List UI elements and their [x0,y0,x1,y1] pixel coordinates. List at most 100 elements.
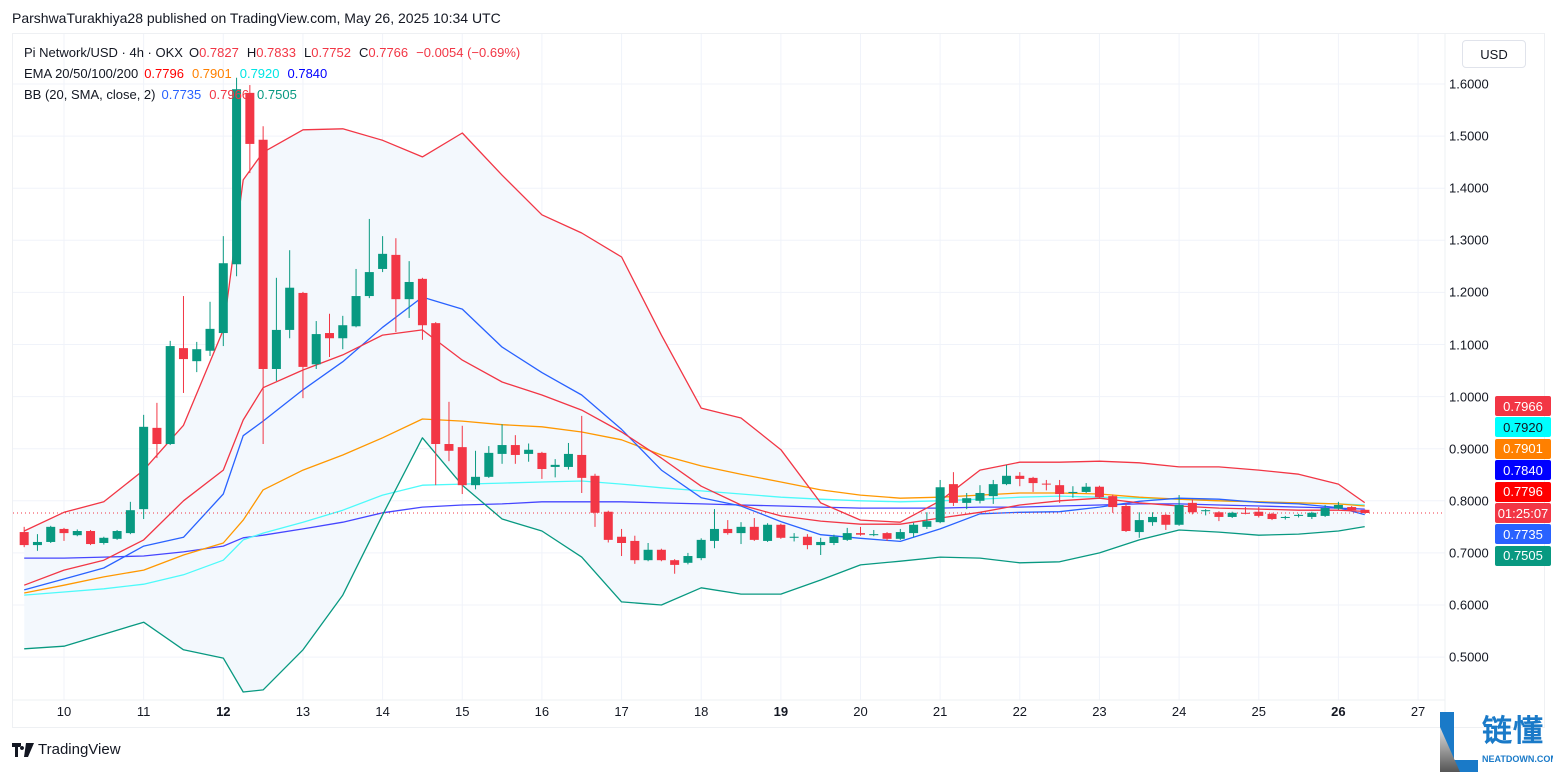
candle-down [1267,512,1277,521]
candle-body [577,454,587,478]
candle-body [696,539,706,559]
symbol-name[interactable]: Pi Network/USD · 4h · OKX [24,45,183,60]
candle-down [1240,507,1250,515]
candle-down [656,548,666,562]
candle-up [139,414,149,520]
candle-body [1320,508,1330,516]
price-tick-label: 1.0000 [1449,389,1489,405]
candle-body [524,449,534,454]
ema50-line [24,418,1365,594]
candle-body [1148,516,1158,523]
candle-up [1148,512,1158,526]
candle-up [935,479,945,524]
price-tick-label: 1.6000 [1449,76,1489,92]
candle-up [763,523,773,542]
candle-down [1360,509,1370,514]
watermark-cn-text: 链懂 [1482,715,1544,748]
candle-down [258,126,268,445]
candle-up [311,321,321,369]
candle-up [736,522,746,545]
candle-down [776,523,786,539]
candle-up [338,315,348,350]
neatdown-logo-icon [1440,712,1478,772]
candle-up [895,528,905,540]
candles [19,77,1370,574]
candle-body [444,444,454,451]
candle-body [590,475,600,513]
candle-down [152,402,162,459]
candle-down [59,527,69,541]
candle-up [696,538,706,561]
candle-down [617,528,627,557]
candle-body [325,333,334,339]
candle-down [457,425,467,495]
candle-up [72,529,82,537]
time-tick-label: 17 [614,704,629,719]
candle-body [763,524,773,541]
price-axis-label: 0.7505 [1495,545,1551,566]
candle-down [749,517,759,541]
candle-body [922,521,932,527]
high-label: H [246,45,257,60]
indicator-lines [23,128,1366,693]
time-tick-label: 19 [773,704,789,719]
candle-down [1214,511,1224,522]
candle-down [1121,503,1131,533]
time-tick-label: 18 [693,704,709,719]
candle-body [19,532,29,546]
candle-body [404,281,414,300]
ema-label: EMA 20/50/100/200 [24,66,139,81]
legend-bb-row[interactable]: BB (20, SMA, close, 2) 0.7735 0.7966 0.7505 [24,87,305,102]
candle-body [1041,483,1051,485]
price-tick-label: 1.5000 [1449,128,1489,144]
tradingview-logo[interactable]: TradingView [12,741,121,758]
candle-body [789,536,799,538]
candle-up [1002,464,1012,486]
candle-body [271,329,281,369]
candle-down [1108,494,1118,513]
candle-body [1108,496,1118,508]
bb-basis-line [24,296,1365,591]
candle-up [46,525,56,544]
time-tick-label: 22 [1012,704,1028,719]
candle-up [271,277,281,381]
ema100-line [24,480,1365,596]
currency-button[interactable]: USD [1462,40,1526,68]
candle-body [723,528,733,534]
candle-up [497,424,507,464]
candle-body [1055,485,1065,495]
candle-down [590,473,600,527]
candle-up [165,340,175,446]
candle-down [1028,476,1038,492]
time-tick-label: 15 [455,704,470,719]
candle-body [32,541,42,546]
candle-up [709,509,719,549]
candle-body [205,328,215,351]
candle-body [364,272,374,297]
time-tick-label: 13 [295,704,311,719]
candle-body [391,254,401,300]
candle-body [112,531,122,539]
candle-down [948,472,958,507]
bb-basis-value: 0.7735 [161,87,202,102]
candle-body [152,427,162,445]
candle-body [139,426,149,510]
candle-body [1174,504,1184,525]
candle-body [285,287,295,330]
candle-up [1333,501,1343,510]
candle-body [1214,512,1224,517]
candle-down [1015,472,1025,487]
candle-body [1121,506,1131,532]
change-value: −0.0054 (−0.69%) [416,45,521,60]
candle-body [842,533,852,540]
legend-ema-row[interactable]: EMA 20/50/100/200 0.7796 0.7901 0.7920 0.784… [24,66,335,81]
legend-symbol-row: Pi Network/USD · 4h · OKX O0.7827 H0.7833 L… [24,45,526,60]
candle-body [856,533,865,535]
candle-down [19,526,29,548]
candle-body [245,92,255,144]
price-tick-label: 1.4000 [1449,180,1489,196]
candle-up [205,301,215,356]
candle-body [909,524,919,534]
candle-body [99,537,109,544]
